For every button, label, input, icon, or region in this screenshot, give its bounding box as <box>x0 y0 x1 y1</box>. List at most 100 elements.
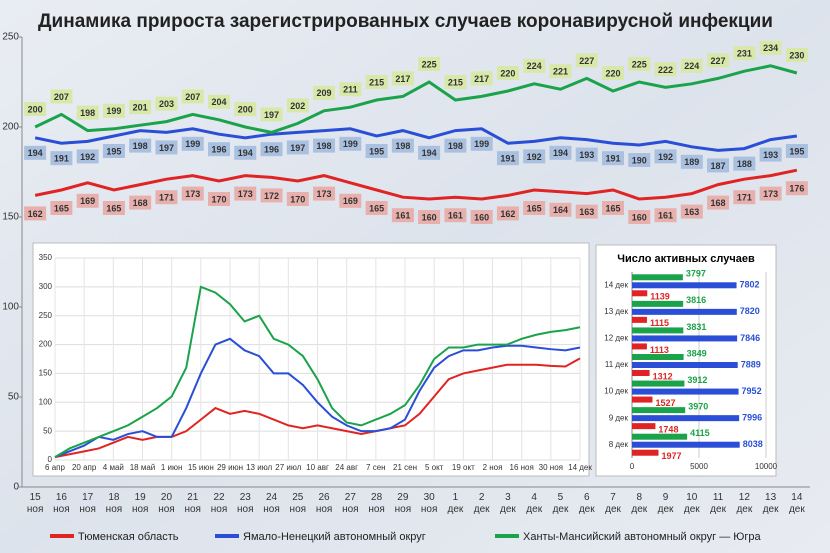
label-box <box>470 71 493 86</box>
label-box <box>785 48 808 62</box>
bar <box>632 380 685 387</box>
bar <box>632 300 684 307</box>
x-tick-label: 20 апр <box>72 463 97 472</box>
bar <box>632 441 740 448</box>
label-box <box>496 151 519 166</box>
label-box <box>628 57 651 71</box>
label-box <box>418 57 441 71</box>
x-tick-label: 21 сен <box>393 463 417 472</box>
data-label: 198 <box>395 141 410 151</box>
x-tick-label: 24 ноя <box>263 492 280 515</box>
x-tick-label: 28 ноя <box>368 492 385 515</box>
data-label: 170 <box>290 194 305 204</box>
bar <box>632 354 684 360</box>
data-label: 163 <box>684 207 699 217</box>
data-label: 171 <box>159 193 174 203</box>
label-box <box>602 66 624 80</box>
data-label: 165 <box>106 203 121 213</box>
data-label: 3849 <box>687 348 707 358</box>
data-label: 196 <box>264 145 279 155</box>
data-label: 195 <box>369 146 384 156</box>
x-tick-label: 10000 <box>755 462 778 471</box>
x-tick-label: 13 июл <box>246 463 272 472</box>
data-label: 176 <box>789 184 804 194</box>
bar <box>632 290 648 297</box>
data-label: 165 <box>527 203 542 213</box>
x-tick-label: 6 апр <box>45 463 65 472</box>
data-label: 8038 <box>743 439 763 449</box>
data-label: 217 <box>395 74 410 84</box>
label-box <box>50 201 73 215</box>
data-label: 198 <box>80 108 95 118</box>
data-label: 198 <box>448 141 463 151</box>
x-tick-label: 8 дек <box>631 492 647 515</box>
data-label: 231 <box>737 49 752 59</box>
data-label: 165 <box>54 203 69 213</box>
x-tick-label: 5000 <box>690 462 708 471</box>
label-box <box>496 66 519 80</box>
x-tick-label: 0 <box>630 462 635 471</box>
data-label: 172 <box>264 191 279 201</box>
y-tick-label: 50 <box>8 392 20 403</box>
data-label: 3831 <box>686 322 706 332</box>
x-tick-label: 16 ноя <box>510 463 534 472</box>
label-box <box>680 204 703 219</box>
data-label: 7802 <box>740 280 760 290</box>
data-label: 3797 <box>686 269 706 279</box>
label-box <box>313 138 336 153</box>
data-label: 191 <box>54 154 69 164</box>
label-box <box>339 136 362 151</box>
data-label: 197 <box>264 110 279 120</box>
label-box <box>470 136 493 151</box>
data-label: 188 <box>737 159 752 169</box>
data-label: 225 <box>632 59 647 69</box>
data-label: 160 <box>422 212 437 222</box>
label-box <box>523 58 546 73</box>
data-label: 197 <box>290 143 305 153</box>
x-tick-label: 1 дек <box>448 492 464 515</box>
x-tick-label: 17 ноя <box>79 492 96 515</box>
x-tick-label: 24 авг <box>335 463 358 472</box>
y-tick-label: 10 дек <box>604 387 628 396</box>
x-tick-label: 14 дек <box>568 463 592 472</box>
data-label: 7996 <box>742 413 762 423</box>
x-tick-label: 2 ноя <box>483 463 503 472</box>
x-tick-label: 9 дек <box>658 492 674 515</box>
data-label: 164 <box>553 205 568 215</box>
label-box <box>129 195 152 210</box>
x-tick-label: 14 дек <box>789 492 805 515</box>
series-line <box>54 337 581 459</box>
label-box <box>260 188 283 203</box>
bar <box>632 335 738 342</box>
label-box <box>313 85 336 100</box>
bar <box>632 362 738 368</box>
data-label: 198 <box>317 141 332 151</box>
data-label: 202 <box>290 101 305 111</box>
label-box <box>707 195 730 210</box>
x-tick-label: 27 июл <box>275 463 301 472</box>
y-tick-label: 300 <box>39 282 53 291</box>
data-label: 7952 <box>742 386 762 396</box>
data-label: 193 <box>763 150 778 160</box>
label-box <box>313 186 336 201</box>
label-box <box>707 53 730 68</box>
label-box <box>470 210 493 224</box>
bar-title: Число активных случаев <box>617 253 755 265</box>
data-label: 7846 <box>740 333 760 343</box>
label-box <box>234 145 257 160</box>
chart-title: Динамика прироста зарегистрированных слу… <box>38 11 773 32</box>
label-box <box>76 105 99 120</box>
data-label: 194 <box>28 148 43 158</box>
data-label: 3970 <box>688 402 708 412</box>
data-label: 191 <box>605 154 620 164</box>
y-tick-label: 9 дек <box>609 413 629 422</box>
x-tick-label: 4 май <box>103 463 124 472</box>
series-line <box>34 168 798 201</box>
series-line <box>34 127 798 152</box>
data-label: 163 <box>579 207 594 217</box>
x-tick-label: 7 сен <box>366 463 386 472</box>
x-tick-label: 26 ноя <box>316 492 333 515</box>
data-label: 224 <box>684 61 699 71</box>
data-label: 173 <box>238 189 253 199</box>
data-label: 162 <box>28 209 43 219</box>
